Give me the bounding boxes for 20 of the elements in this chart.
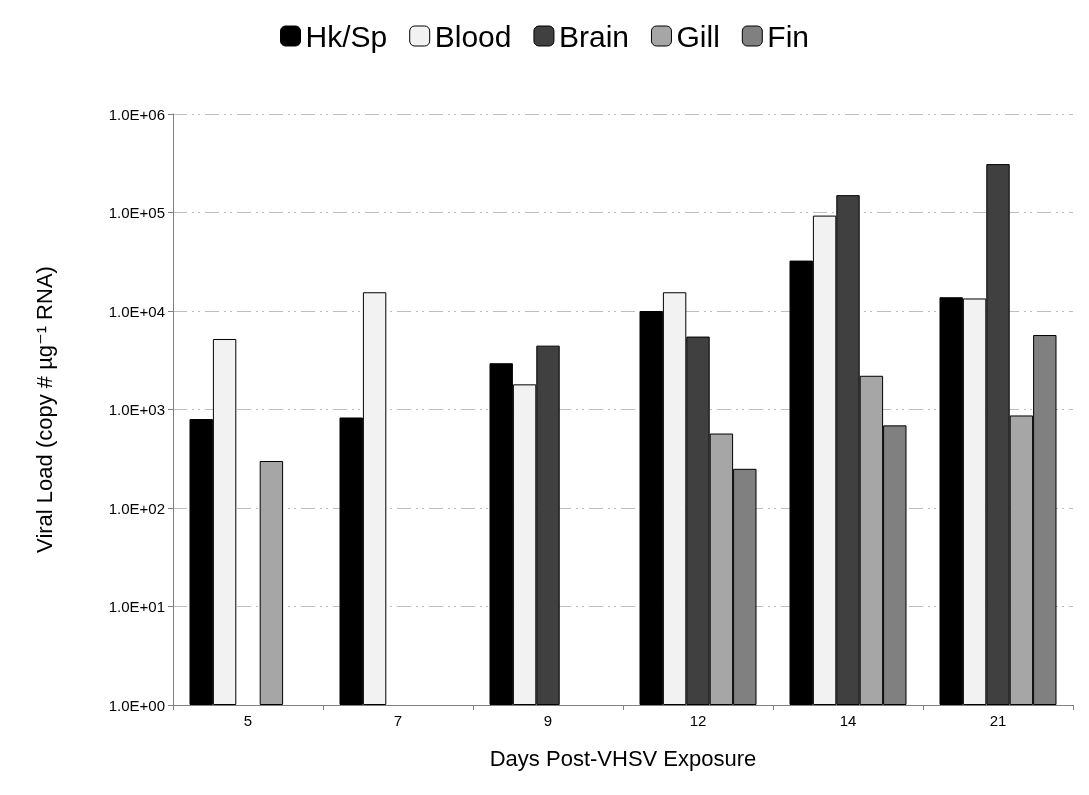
y-tick-label: 1.0E+04 [108, 302, 165, 320]
x-axis-title: Days Post-VHSV Exposure [489, 745, 757, 771]
x-tick-label: 7 [393, 712, 403, 729]
y-tick-label: 1.0E+01 [108, 598, 165, 615]
y-tick-label: 1.0E+00 [108, 696, 165, 714]
y-tick-label: 1.0E+06 [108, 105, 165, 123]
legend-label: Brain [558, 19, 629, 53]
x-tick-label: 9 [543, 712, 553, 729]
y-tick-label: 1.0E+05 [108, 204, 165, 221]
legend-label: Hk/Sp [305, 19, 388, 53]
x-tick-label: 14 [839, 712, 857, 729]
y-axis-title: Viral Load (copy # µg⁻¹ RNA) [31, 266, 57, 553]
y-tick-label: 1.0E+02 [108, 499, 165, 517]
legend-label: Gill [676, 19, 720, 53]
x-tick-label: 12 [689, 712, 707, 729]
x-tick-label: 21 [989, 712, 1007, 729]
legend-label: Fin [767, 19, 809, 53]
legend-label: Blood [434, 19, 512, 53]
y-tick-label: 1.0E+03 [108, 401, 165, 418]
x-tick-label: 5 [243, 712, 253, 729]
